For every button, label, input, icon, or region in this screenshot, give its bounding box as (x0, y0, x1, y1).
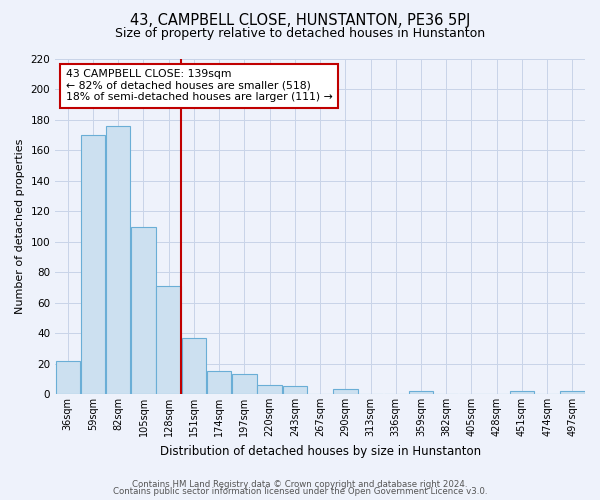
Bar (131, 226, 156, 394)
Text: 43, CAMPBELL CLOSE, HUNSTANTON, PE36 5PJ: 43, CAMPBELL CLOSE, HUNSTANTON, PE36 5PJ (130, 12, 470, 28)
Bar (182, 338, 206, 394)
Y-axis label: Number of detached properties: Number of detached properties (15, 139, 25, 314)
Bar (157, 286, 181, 394)
Text: Size of property relative to detached houses in Hunstanton: Size of property relative to detached ho… (115, 28, 485, 40)
Bar (257, 385, 282, 394)
Bar (232, 374, 257, 394)
Text: Contains HM Land Registry data © Crown copyright and database right 2024.: Contains HM Land Registry data © Crown c… (132, 480, 468, 489)
Text: Contains public sector information licensed under the Open Government Licence v3: Contains public sector information licen… (113, 488, 487, 496)
Bar (560, 391, 584, 394)
Bar (81, 135, 105, 394)
Bar (106, 126, 130, 394)
Bar (509, 391, 534, 394)
Bar (283, 386, 307, 394)
Bar (333, 390, 358, 394)
Bar (56, 360, 80, 394)
Bar (409, 391, 433, 394)
Text: 43 CAMPBELL CLOSE: 139sqm
← 82% of detached houses are smaller (518)
18% of semi: 43 CAMPBELL CLOSE: 139sqm ← 82% of detac… (66, 69, 332, 102)
X-axis label: Distribution of detached houses by size in Hunstanton: Distribution of detached houses by size … (160, 444, 481, 458)
Bar (207, 371, 232, 394)
